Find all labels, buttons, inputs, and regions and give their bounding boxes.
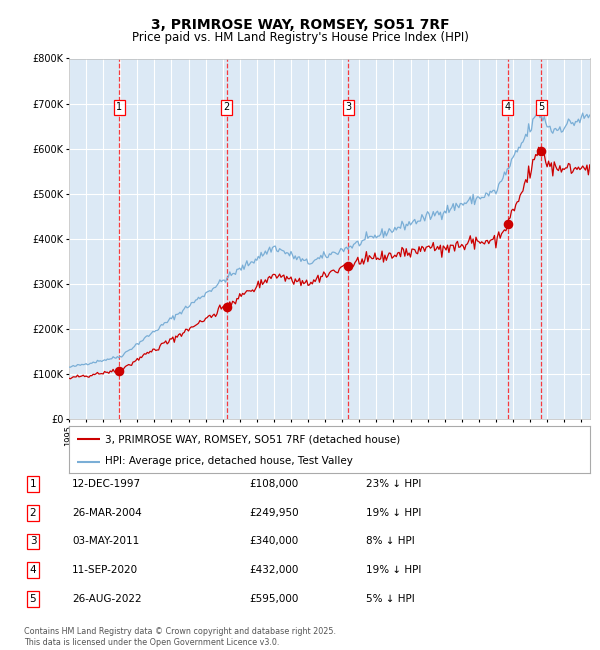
Text: £249,950: £249,950 bbox=[249, 508, 299, 518]
Text: 19% ↓ HPI: 19% ↓ HPI bbox=[366, 508, 421, 518]
Text: Price paid vs. HM Land Registry's House Price Index (HPI): Price paid vs. HM Land Registry's House … bbox=[131, 31, 469, 44]
Text: 2: 2 bbox=[223, 102, 230, 112]
Point bbox=[343, 261, 353, 271]
Text: £432,000: £432,000 bbox=[249, 565, 298, 575]
Point bbox=[503, 219, 512, 229]
Text: 4: 4 bbox=[505, 102, 511, 112]
Text: 2: 2 bbox=[29, 508, 37, 518]
Text: HPI: Average price, detached house, Test Valley: HPI: Average price, detached house, Test… bbox=[106, 456, 353, 467]
Text: £108,000: £108,000 bbox=[249, 479, 298, 489]
Text: 26-MAR-2004: 26-MAR-2004 bbox=[72, 508, 142, 518]
Text: 3, PRIMROSE WAY, ROMSEY, SO51 7RF: 3, PRIMROSE WAY, ROMSEY, SO51 7RF bbox=[151, 18, 449, 32]
Text: 19% ↓ HPI: 19% ↓ HPI bbox=[366, 565, 421, 575]
Text: 5% ↓ HPI: 5% ↓ HPI bbox=[366, 593, 415, 604]
Text: 5: 5 bbox=[538, 102, 544, 112]
Text: 1: 1 bbox=[116, 102, 122, 112]
Text: 8% ↓ HPI: 8% ↓ HPI bbox=[366, 536, 415, 547]
Text: 3: 3 bbox=[29, 536, 37, 547]
Text: Contains HM Land Registry data © Crown copyright and database right 2025.
This d: Contains HM Land Registry data © Crown c… bbox=[24, 627, 336, 647]
Text: £595,000: £595,000 bbox=[249, 593, 298, 604]
Text: 3, PRIMROSE WAY, ROMSEY, SO51 7RF (detached house): 3, PRIMROSE WAY, ROMSEY, SO51 7RF (detac… bbox=[106, 434, 401, 444]
Text: £340,000: £340,000 bbox=[249, 536, 298, 547]
Text: 1: 1 bbox=[29, 479, 37, 489]
Point bbox=[222, 302, 232, 312]
Point bbox=[115, 365, 124, 376]
Text: 12-DEC-1997: 12-DEC-1997 bbox=[72, 479, 141, 489]
Text: 4: 4 bbox=[29, 565, 37, 575]
Text: 23% ↓ HPI: 23% ↓ HPI bbox=[366, 479, 421, 489]
Point bbox=[536, 146, 546, 156]
Text: 11-SEP-2020: 11-SEP-2020 bbox=[72, 565, 138, 575]
Text: 26-AUG-2022: 26-AUG-2022 bbox=[72, 593, 142, 604]
Text: 3: 3 bbox=[345, 102, 351, 112]
Text: 03-MAY-2011: 03-MAY-2011 bbox=[72, 536, 139, 547]
Text: 5: 5 bbox=[29, 593, 37, 604]
